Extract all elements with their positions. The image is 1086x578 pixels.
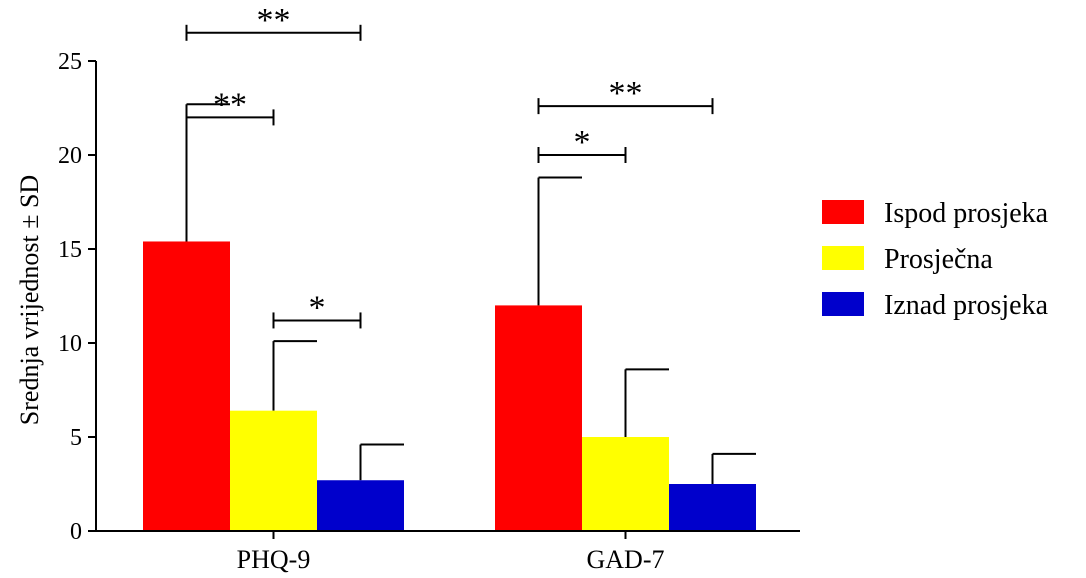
- y-axis-label: Srednja vrijednost ± SD: [15, 175, 44, 425]
- significance-label: **: [213, 86, 247, 123]
- bar: [582, 437, 669, 531]
- y-tick-label: 20: [58, 143, 82, 169]
- y-axis: 0 5 10 15 20 25: [58, 49, 97, 545]
- bar: [230, 410, 317, 531]
- significance-label: *: [574, 124, 591, 161]
- significance-label: *: [309, 289, 326, 326]
- bar: [317, 480, 404, 531]
- y-tick-label: 15: [58, 237, 82, 263]
- significance-label: **: [257, 2, 291, 39]
- bar: [495, 305, 582, 531]
- x-tick-label: PHQ-9: [237, 545, 311, 574]
- plot-area: ********: [143, 2, 756, 532]
- significance-label: **: [609, 75, 643, 112]
- y-tick-label: 25: [58, 49, 82, 75]
- legend-swatch: [822, 292, 864, 316]
- y-tick-label: 10: [58, 331, 82, 357]
- bar: [669, 484, 756, 531]
- legend-swatch: [822, 200, 864, 224]
- legend-label: Prosječna: [884, 244, 993, 275]
- legend: Ispod prosjeka Prosječna Iznad prosjeka: [822, 198, 1049, 321]
- y-tick-label: 5: [70, 425, 82, 451]
- x-axis: PHQ-9 GAD-7: [96, 530, 800, 574]
- legend-label: Iznad prosjeka: [884, 290, 1049, 321]
- legend-label: Ispod prosjeka: [884, 198, 1049, 229]
- y-tick-label: 0: [70, 519, 82, 545]
- legend-swatch: [822, 246, 864, 270]
- bar: [143, 241, 230, 532]
- x-tick-label: GAD-7: [587, 545, 665, 574]
